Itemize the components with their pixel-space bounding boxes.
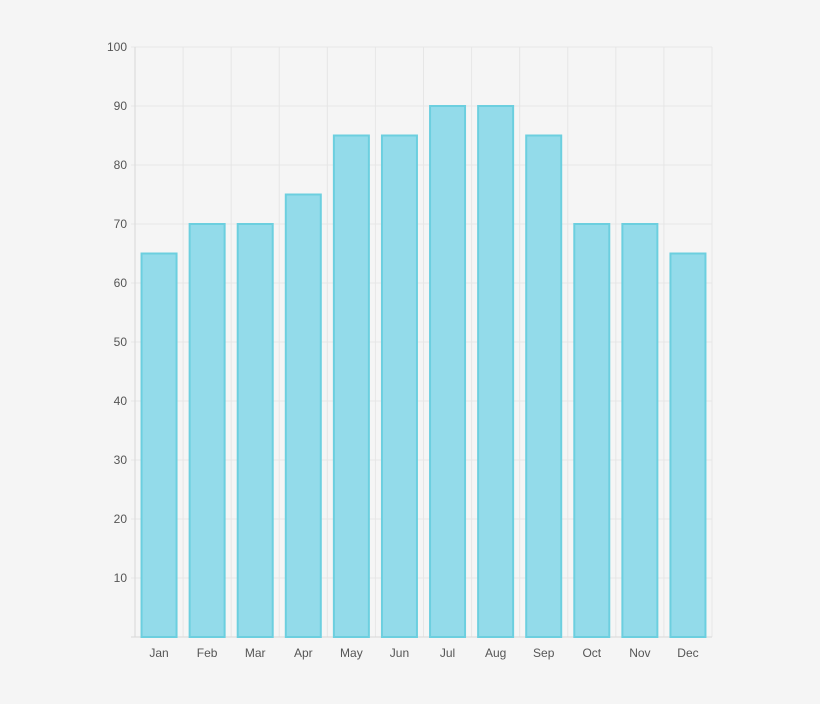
- x-tick-label: Jun: [390, 646, 409, 660]
- bar-aug: [477, 105, 515, 638]
- y-tick-label: 100: [107, 40, 127, 54]
- x-tick-label: Mar: [245, 646, 266, 660]
- bar-dec: [669, 252, 707, 638]
- x-tick-label: Sep: [533, 646, 555, 660]
- bar-sep: [525, 134, 563, 638]
- x-tick-label: Jan: [149, 646, 168, 660]
- bar-may: [332, 134, 370, 638]
- y-tick-label: 80: [114, 158, 128, 172]
- y-tick-label: 20: [114, 512, 128, 526]
- bar-nov: [621, 223, 659, 638]
- bar-oct: [573, 223, 611, 638]
- x-tick-label: Aug: [485, 646, 506, 660]
- x-tick-label: May: [340, 646, 363, 660]
- x-tick-label: Nov: [629, 646, 650, 660]
- bar-mar: [236, 223, 274, 638]
- y-tick-label: 90: [114, 99, 128, 113]
- y-tick-label: 50: [114, 335, 128, 349]
- x-tick-label: Feb: [197, 646, 218, 660]
- bar-jul: [429, 105, 467, 638]
- x-tick-label: Apr: [294, 646, 313, 660]
- bar-jan: [140, 252, 178, 638]
- bar-jun: [380, 134, 418, 638]
- y-tick-label: 60: [114, 276, 128, 290]
- y-tick-label: 70: [114, 217, 128, 231]
- x-tick-label: Oct: [582, 646, 601, 660]
- bar-apr: [284, 193, 322, 638]
- y-tick-label: 40: [114, 394, 128, 408]
- x-tick-label: Dec: [677, 646, 698, 660]
- x-tick-label: Jul: [440, 646, 455, 660]
- bar-feb: [188, 223, 226, 638]
- y-tick-label: 30: [114, 453, 128, 467]
- y-tick-label: 10: [114, 571, 128, 585]
